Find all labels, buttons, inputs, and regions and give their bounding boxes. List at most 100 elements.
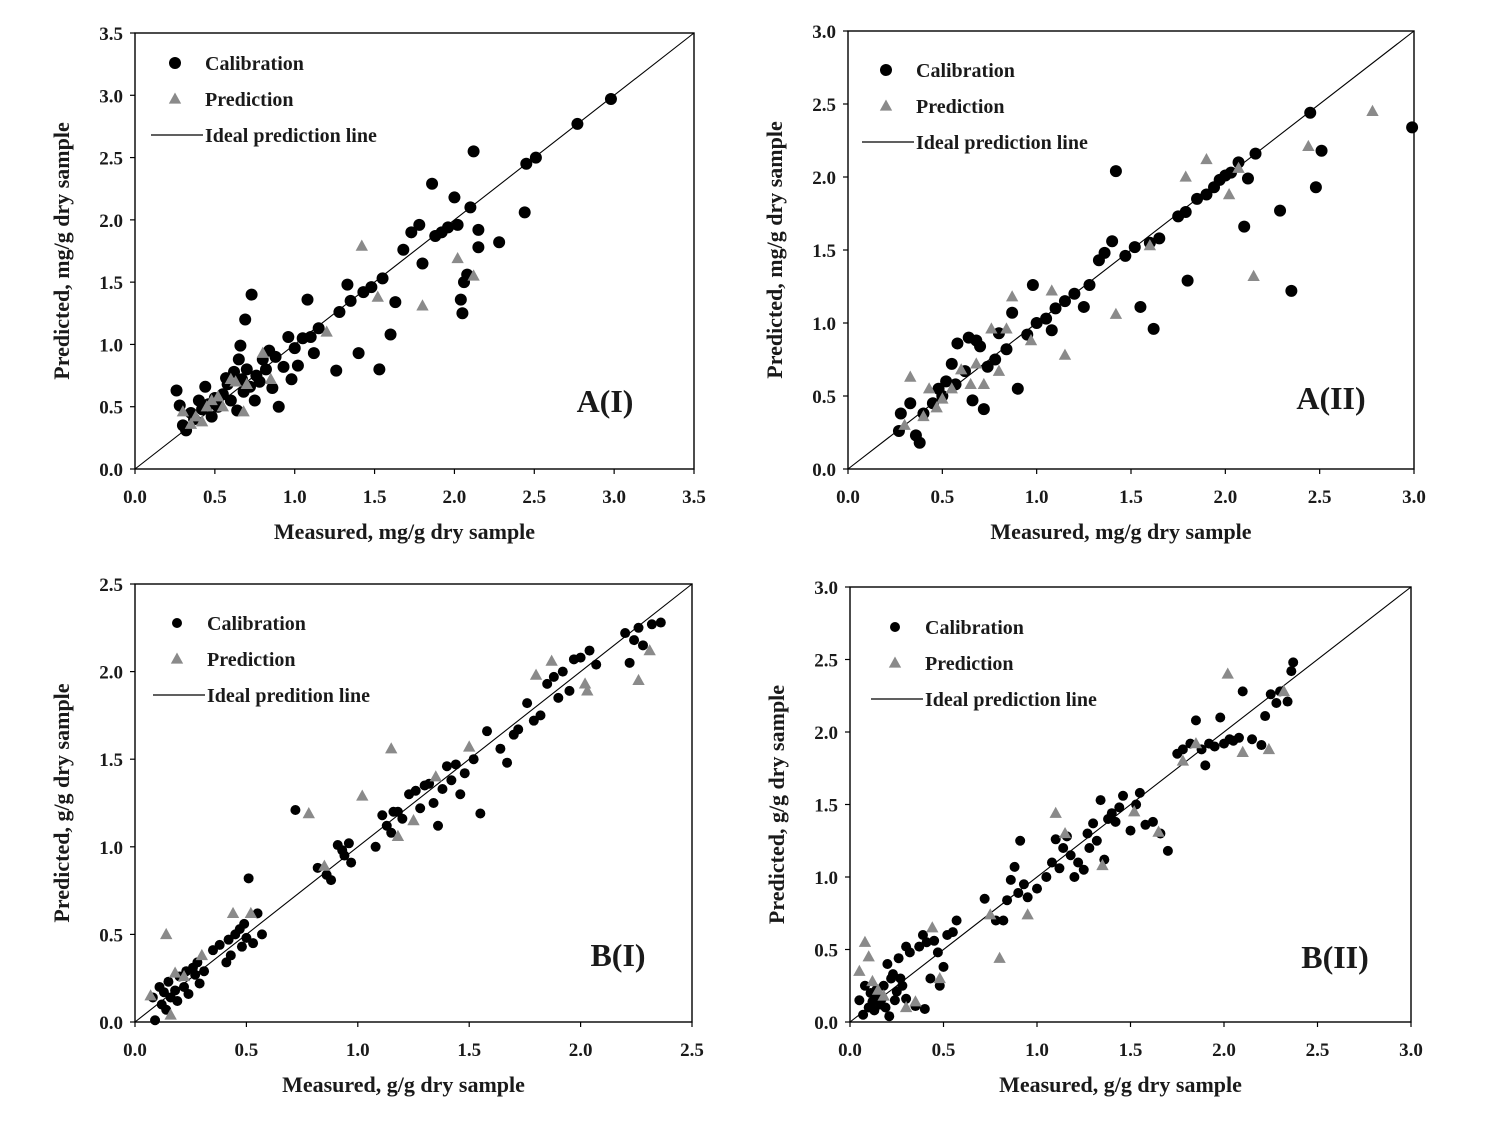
prediction-point — [237, 405, 250, 417]
prediction-point — [144, 989, 157, 1001]
calibration-point — [1118, 790, 1129, 801]
prediction-point — [984, 908, 997, 920]
calibration-point — [1247, 734, 1258, 745]
calibration-point — [467, 145, 480, 158]
calibration-point — [637, 640, 648, 651]
y-axis-title: Predicted, g/g dry sample — [49, 683, 74, 922]
panel-label: A(I) — [577, 383, 634, 419]
calibration-point — [1209, 741, 1220, 752]
calibration-point — [426, 177, 439, 190]
prediction-point — [545, 654, 558, 666]
plot-frame — [134, 32, 695, 470]
calibration-point — [451, 218, 464, 231]
calibration-point — [929, 935, 940, 946]
calibration-point — [914, 941, 925, 952]
calibration-point — [183, 988, 194, 999]
x-tick-label: 2.5 — [1306, 1040, 1330, 1061]
calibration-point — [1005, 874, 1016, 885]
y-tick-label: 0.5 — [99, 398, 123, 419]
calibration-point — [288, 342, 301, 355]
y-tick-label: 0.0 — [814, 1013, 838, 1034]
calibration-point — [304, 330, 317, 343]
y-tick-label: 0.0 — [99, 1013, 123, 1034]
calibration-point — [878, 980, 889, 991]
calibration-point — [1041, 872, 1052, 882]
calibration-point — [522, 698, 533, 709]
prediction-point — [1143, 239, 1157, 251]
calibration-point — [207, 945, 218, 956]
prediction-point — [866, 974, 879, 987]
calibration-point — [158, 987, 169, 998]
calibration-point — [397, 243, 410, 256]
calibration-point — [655, 617, 666, 628]
calibration-point — [557, 666, 568, 677]
calibration-point — [646, 619, 657, 630]
legend-ideal-line-label: Ideal prediction line — [925, 689, 1097, 711]
prediction-point — [184, 417, 198, 429]
prediction-point — [578, 677, 592, 689]
x-tick-label: 2.0 — [1213, 487, 1237, 508]
y-tick-label: 1.0 — [814, 868, 838, 889]
calibration-point — [415, 803, 426, 814]
calibration-point — [992, 327, 1005, 340]
calibration-point — [884, 1011, 895, 1022]
x-tick-label: 2.0 — [569, 1040, 593, 1061]
y-tick-label: 0.0 — [99, 460, 123, 481]
legend-prediction-label: Prediction — [916, 96, 1005, 118]
legend-calibration-marker — [169, 57, 181, 69]
y-axis-title: Predicted, mg/g dry sample — [762, 121, 787, 379]
y-tick-label: 2.0 — [814, 723, 838, 744]
calibration-point — [1285, 284, 1298, 297]
calibration-point — [520, 157, 533, 170]
calibration-point — [571, 117, 584, 130]
calibration-point — [282, 330, 295, 343]
calibration-point — [1045, 324, 1058, 337]
ideal-prediction-line — [134, 583, 693, 1023]
calibration-point — [269, 350, 282, 363]
calibration-point — [1315, 144, 1328, 157]
calibration-point — [904, 947, 915, 958]
calibration-point — [979, 893, 990, 904]
calibration-point — [925, 973, 936, 984]
calibration-point — [1181, 274, 1194, 287]
calibration-point — [441, 761, 452, 772]
calibration-point — [1109, 165, 1122, 178]
panel-b-i: 0.0 0.5 1.0 1.5 2.0 2.5 0.0 0.5 1.0 1.5 2.0 2.5 Meas… — [49, 575, 704, 1097]
calibration-point — [389, 296, 402, 309]
calibration-point — [468, 754, 479, 765]
prediction-point — [899, 1001, 913, 1013]
panel-b-ii: 0.0 0.5 1.0 1.5 2.0 2.5 3.0 0.0 0.5 1.0 1.5 2.0 2.5 3… — [764, 578, 1423, 1097]
prediction-point — [195, 415, 209, 427]
prediction-point — [1277, 684, 1291, 697]
calibration-point — [475, 808, 486, 819]
prediction-point — [463, 740, 476, 752]
calibration-point — [239, 918, 250, 929]
calibration-point — [1000, 343, 1013, 356]
prediction-point — [985, 322, 998, 334]
prediction-point — [176, 405, 190, 417]
prediction-point — [226, 906, 240, 919]
calibration-point — [190, 969, 201, 980]
calibration-point — [998, 915, 1009, 926]
prediction-point — [200, 400, 214, 412]
prediction-point — [229, 375, 242, 387]
prediction-point — [371, 290, 384, 302]
calibration-point — [346, 857, 357, 868]
ideal-prediction-line — [849, 586, 1412, 1023]
prediction-point — [930, 401, 943, 413]
calibration-point — [591, 659, 602, 670]
calibration-point — [1282, 696, 1293, 707]
calibration-point — [241, 932, 252, 943]
calibration-point — [1274, 204, 1287, 217]
calibration-point — [880, 1002, 891, 1013]
calibration-point — [1265, 689, 1276, 700]
calibration-point — [234, 339, 247, 352]
y-tick-label: 0.5 — [99, 925, 123, 946]
prediction-point — [429, 770, 442, 782]
calibration-point — [1162, 845, 1173, 856]
calibration-point — [529, 151, 542, 164]
calibration-point — [1304, 106, 1317, 119]
prediction-point — [955, 363, 968, 375]
calibration-point — [897, 980, 908, 991]
prediction-point — [1262, 742, 1276, 755]
